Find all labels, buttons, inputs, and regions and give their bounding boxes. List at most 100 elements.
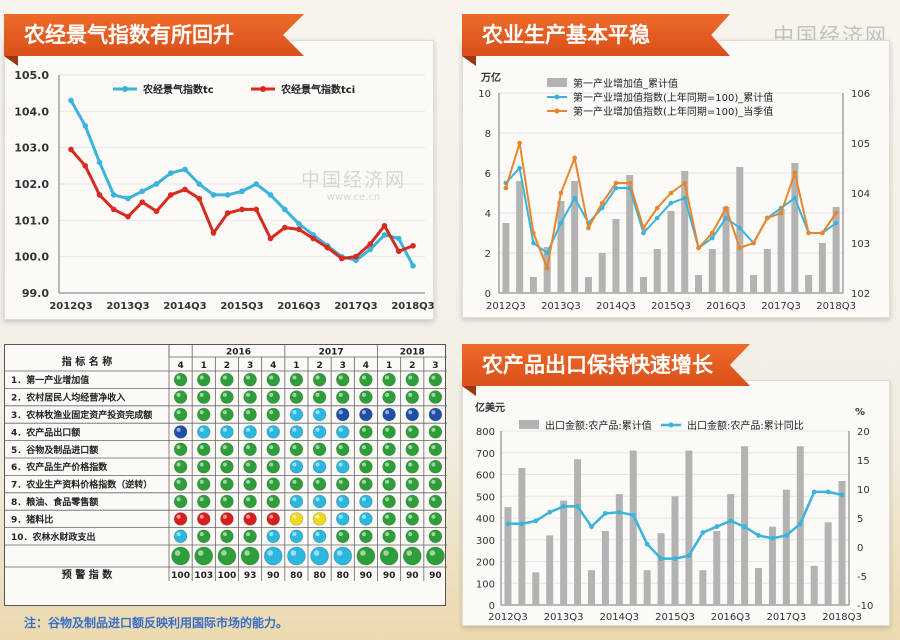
- warning-light-shine: [315, 375, 320, 380]
- warning-light: [312, 390, 327, 404]
- warning-light-shine: [361, 375, 366, 380]
- bar: [722, 207, 730, 293]
- warning-light-shine: [361, 497, 366, 502]
- legend-label: 第一产业增加值指数(上年同期=100)_当季值: [573, 105, 773, 118]
- warning-light-shine: [269, 497, 274, 502]
- warning-light-shine: [199, 479, 204, 484]
- warning-light: [336, 477, 350, 491]
- data-point: [616, 509, 622, 515]
- warning-light-shine: [199, 532, 204, 537]
- warning-light: [266, 477, 280, 491]
- warning-light-shine: [361, 532, 366, 537]
- data-point: [517, 165, 522, 171]
- y-tick-label: 2: [485, 249, 491, 260]
- warning-light: [382, 494, 396, 509]
- warning-light-shine: [408, 410, 413, 415]
- warning-light-shine: [385, 479, 390, 484]
- warning-light-shine: [222, 514, 227, 519]
- summary-value: 80: [313, 571, 326, 581]
- warning-light-shine: [338, 514, 343, 519]
- summary-value: 90: [360, 571, 373, 581]
- bar: [713, 531, 721, 605]
- panel-agri-climate-index: 99.0 100.0 101.0 102.0 103.0 104.0 105.0 2012Q3…: [4, 40, 435, 320]
- bar: [750, 275, 758, 293]
- y-unit-label: 亿美元: [475, 401, 505, 414]
- data-point: [572, 155, 577, 161]
- warning-light: [220, 512, 234, 526]
- bar: [671, 496, 679, 605]
- warning-light-shine: [315, 462, 320, 467]
- table-quarter-label: 4: [177, 361, 183, 371]
- legend-marker: [668, 422, 674, 428]
- data-point: [613, 185, 619, 191]
- warning-light: [173, 529, 188, 544]
- footnote: 注：谷物及制品进口额反映利用国际市场的能力。: [24, 616, 289, 630]
- chart-agri-production: 万亿 0 2 4 6 8 10 102 103 104 105 106 2012Q3 2013Q3 2014…: [478, 71, 870, 312]
- x-tick-label: 2016Q3: [277, 301, 320, 312]
- table-year-label: 2017: [319, 348, 344, 358]
- bar: [546, 535, 554, 605]
- warning-light-shine: [408, 427, 413, 432]
- warning-light-shine: [292, 392, 297, 397]
- y-tick-label: 102.0: [14, 178, 49, 191]
- data-point: [792, 195, 798, 201]
- bar: [643, 570, 651, 605]
- data-point: [281, 206, 288, 213]
- warning-light-shine: [431, 392, 436, 397]
- warning-light: [359, 477, 373, 491]
- legend-marker: [122, 86, 128, 92]
- data-point: [267, 192, 274, 198]
- data-point: [641, 230, 646, 236]
- bar: [502, 223, 510, 293]
- data-point: [296, 226, 302, 233]
- summary-light: [263, 546, 283, 566]
- bar: [818, 243, 826, 293]
- warning-light-shine: [408, 497, 413, 502]
- summary-value: 90: [383, 571, 396, 581]
- warning-light-shine: [292, 427, 297, 432]
- summary-value: 90: [429, 571, 442, 581]
- warning-light-shine: [408, 462, 413, 467]
- warning-light: [405, 459, 419, 474]
- warning-light-shine: [385, 514, 390, 519]
- x-tick-label: 2014Q3: [596, 301, 636, 312]
- data-point: [644, 541, 650, 547]
- summary-light: [379, 546, 399, 566]
- warning-light: [173, 390, 188, 404]
- warning-light-shine: [246, 497, 251, 502]
- warning-light: [382, 373, 396, 387]
- bar: [653, 249, 661, 293]
- warning-light: [312, 407, 327, 422]
- warning-light: [289, 442, 304, 457]
- data-point: [338, 255, 345, 262]
- data-point: [395, 248, 402, 255]
- warning-light: [289, 494, 304, 509]
- warning-light: [312, 494, 327, 509]
- data-point: [682, 195, 688, 201]
- data-point: [723, 215, 729, 221]
- warning-light-shine: [408, 532, 413, 537]
- warning-light: [359, 407, 373, 422]
- summary-light: [194, 546, 214, 566]
- y-tick-label: 10: [478, 89, 491, 100]
- warning-light: [336, 407, 350, 422]
- warning-light-shine: [222, 445, 227, 450]
- summary-light: [240, 546, 260, 566]
- warning-light-shine: [338, 497, 343, 502]
- table-quarter-label: 2: [316, 361, 322, 371]
- bar: [791, 163, 799, 293]
- warning-light: [428, 407, 443, 422]
- warning-light-shine: [431, 462, 436, 467]
- x-tick-label: 2018Q3: [391, 301, 434, 312]
- summary-light-shine: [244, 550, 250, 556]
- data-point: [547, 509, 553, 515]
- warning-light: [336, 512, 350, 526]
- panel1-title: 农经景气指数有所回升: [4, 14, 304, 56]
- warning-light: [359, 512, 373, 526]
- bar: [571, 181, 579, 293]
- data-point: [561, 504, 567, 509]
- data-point: [558, 190, 564, 196]
- summary-light: [171, 546, 190, 566]
- bar: [727, 494, 735, 605]
- warning-light: [197, 529, 211, 544]
